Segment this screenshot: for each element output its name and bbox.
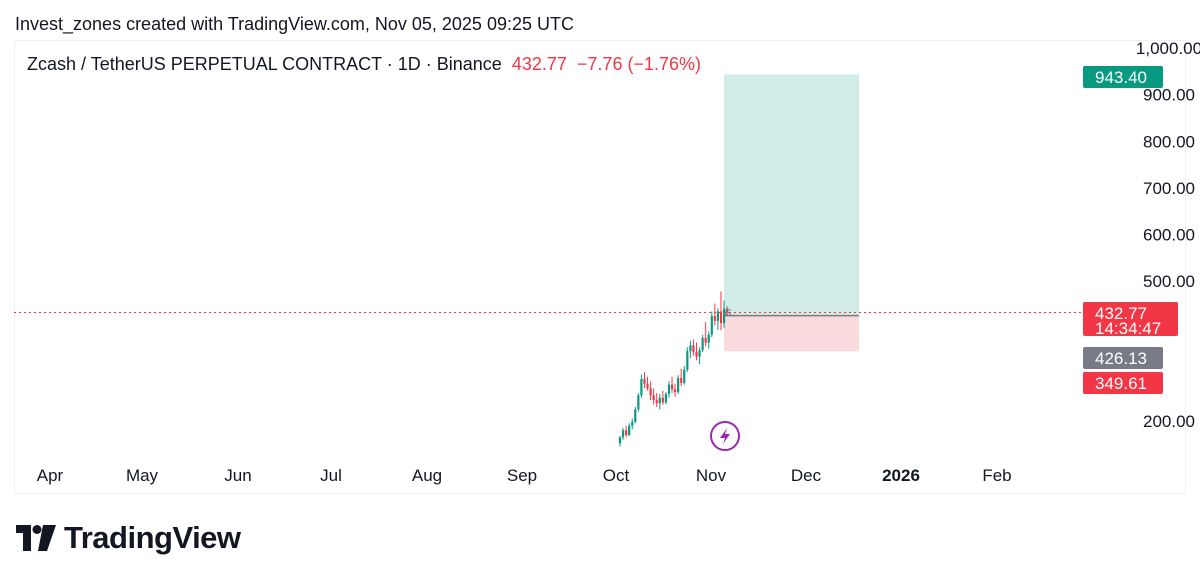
candle xyxy=(673,383,677,397)
candle xyxy=(664,392,667,405)
price-tag-label: 426.13 xyxy=(1095,349,1147,368)
tradingview-logo[interactable]: TradingView xyxy=(16,520,241,556)
price-tag-countdown: 14:34:47 xyxy=(1095,319,1161,338)
x-tick-label: Feb xyxy=(982,466,1011,485)
x-axis: Apr May Jun Jul Aug Sep Oct Nov Dec 2026 Feb xyxy=(37,466,1012,485)
candle xyxy=(701,334,704,352)
candle xyxy=(637,393,640,412)
candle xyxy=(707,331,710,349)
price-change: −7.76 (−1.76%) xyxy=(576,54,701,74)
candle xyxy=(698,347,701,365)
x-tick-label: Jun xyxy=(224,466,251,485)
candle xyxy=(722,300,726,328)
y-tick-label: 200.00 xyxy=(1143,412,1195,431)
candle xyxy=(631,418,634,430)
candle xyxy=(643,372,646,389)
candle xyxy=(658,393,661,410)
y-tick-label: 700.00 xyxy=(1143,179,1195,198)
candle xyxy=(677,375,680,394)
symbol-legend[interactable]: Zcash / TetherUS PERPETUAL CONTRACT · 1D… xyxy=(27,54,701,75)
candle xyxy=(686,347,689,373)
x-tick-label: Jul xyxy=(320,466,342,485)
tradingview-logo-icon xyxy=(16,525,56,551)
y-axis: 1,000.00 900.00 800.00 700.00 600.00 500.00 20… xyxy=(1136,39,1200,431)
chart-frame xyxy=(14,40,1186,494)
candle xyxy=(695,342,698,361)
brand-wordmark: TradingView xyxy=(64,520,241,555)
price-tag-entry: 426.13 xyxy=(1083,347,1163,369)
x-tick-label: 2026 xyxy=(882,466,920,485)
candle xyxy=(649,381,652,401)
cursor-arrow-icon xyxy=(725,309,733,317)
x-tick-label: Dec xyxy=(791,466,822,485)
candle xyxy=(713,303,716,326)
x-tick-label: Sep xyxy=(507,466,537,485)
candle xyxy=(625,425,628,438)
symbol-title: Zcash / TetherUS PERPETUAL CONTRACT · 1D… xyxy=(27,54,502,74)
candle xyxy=(704,322,707,347)
x-tick-label: Apr xyxy=(37,466,64,485)
candle xyxy=(618,435,622,447)
candle xyxy=(655,393,658,408)
candle xyxy=(680,368,683,387)
candle xyxy=(661,390,664,405)
candles xyxy=(618,291,733,447)
candle xyxy=(646,376,649,391)
candle xyxy=(628,423,631,436)
candle xyxy=(634,407,637,424)
candle xyxy=(719,291,723,331)
y-tick-label: 600.00 xyxy=(1143,226,1195,245)
candle xyxy=(692,339,695,356)
x-tick-label: Aug xyxy=(412,466,442,485)
y-tick-label: 800.00 xyxy=(1143,132,1195,151)
price-tag-label: 943.40 xyxy=(1095,68,1147,87)
price-tag-label: 432.77 xyxy=(1095,304,1147,323)
x-tick-label: May xyxy=(126,466,159,485)
last-price-value: 432.77 xyxy=(511,54,567,74)
y-tick-label: 1,000.00 xyxy=(1136,39,1200,58)
x-tick-label: Nov xyxy=(696,466,727,485)
y-tick-label: 500.00 xyxy=(1143,272,1195,291)
profit-zone[interactable] xyxy=(724,74,859,316)
price-tag-stop: 349.61 xyxy=(1083,372,1163,394)
candle xyxy=(667,381,671,398)
x-tick-label: Oct xyxy=(603,466,630,485)
candle xyxy=(640,374,643,398)
y-tick-label: 900.00 xyxy=(1143,86,1195,105)
candle xyxy=(621,427,625,440)
candle xyxy=(689,340,692,359)
loss-zone[interactable] xyxy=(724,315,859,352)
chart-credit: Invest_zones created with TradingView.co… xyxy=(15,14,574,34)
lightning-icon[interactable] xyxy=(710,421,740,451)
candle xyxy=(670,376,674,394)
candle xyxy=(683,365,686,385)
candle xyxy=(652,388,655,405)
candle xyxy=(710,311,713,338)
price-tag-target: 943.40 xyxy=(1083,66,1163,88)
price-tag-label: 349.61 xyxy=(1095,374,1147,393)
candle xyxy=(716,308,720,331)
